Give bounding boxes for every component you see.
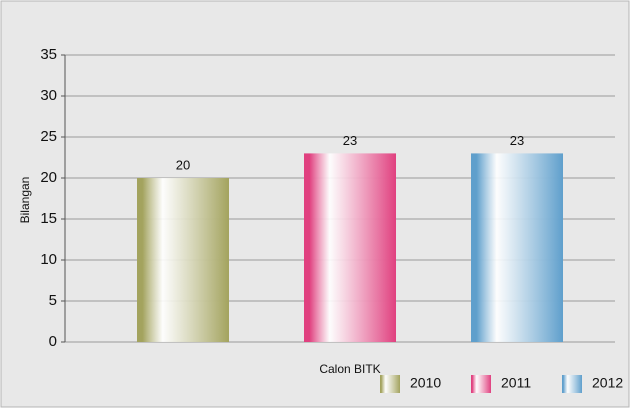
legend-label: 2011 [501, 375, 531, 391]
data-label: 23 [510, 133, 524, 148]
y-tick-label: 15 [40, 210, 57, 227]
legend-swatch [380, 375, 400, 393]
data-label: 23 [343, 133, 357, 148]
y-tick-label: 5 [49, 292, 57, 309]
bar [137, 178, 229, 342]
y-tick-label: 20 [40, 169, 57, 186]
legend-swatch [471, 375, 491, 393]
bar [304, 153, 396, 342]
y-tick-label: 25 [40, 128, 57, 145]
y-tick-label: 35 [40, 46, 57, 63]
y-tick-label: 30 [40, 87, 57, 104]
legend-label: 2010 [410, 375, 441, 391]
bar [471, 153, 563, 342]
x-tick-label: Calon BITK [319, 362, 380, 376]
data-label: 20 [176, 157, 190, 172]
y-tick-label: 10 [40, 251, 57, 268]
legend-swatch [562, 375, 582, 393]
y-axis-label: Bilangan [18, 177, 32, 224]
y-tick-label: 0 [49, 333, 57, 350]
legend-label: 2012 [592, 375, 623, 391]
